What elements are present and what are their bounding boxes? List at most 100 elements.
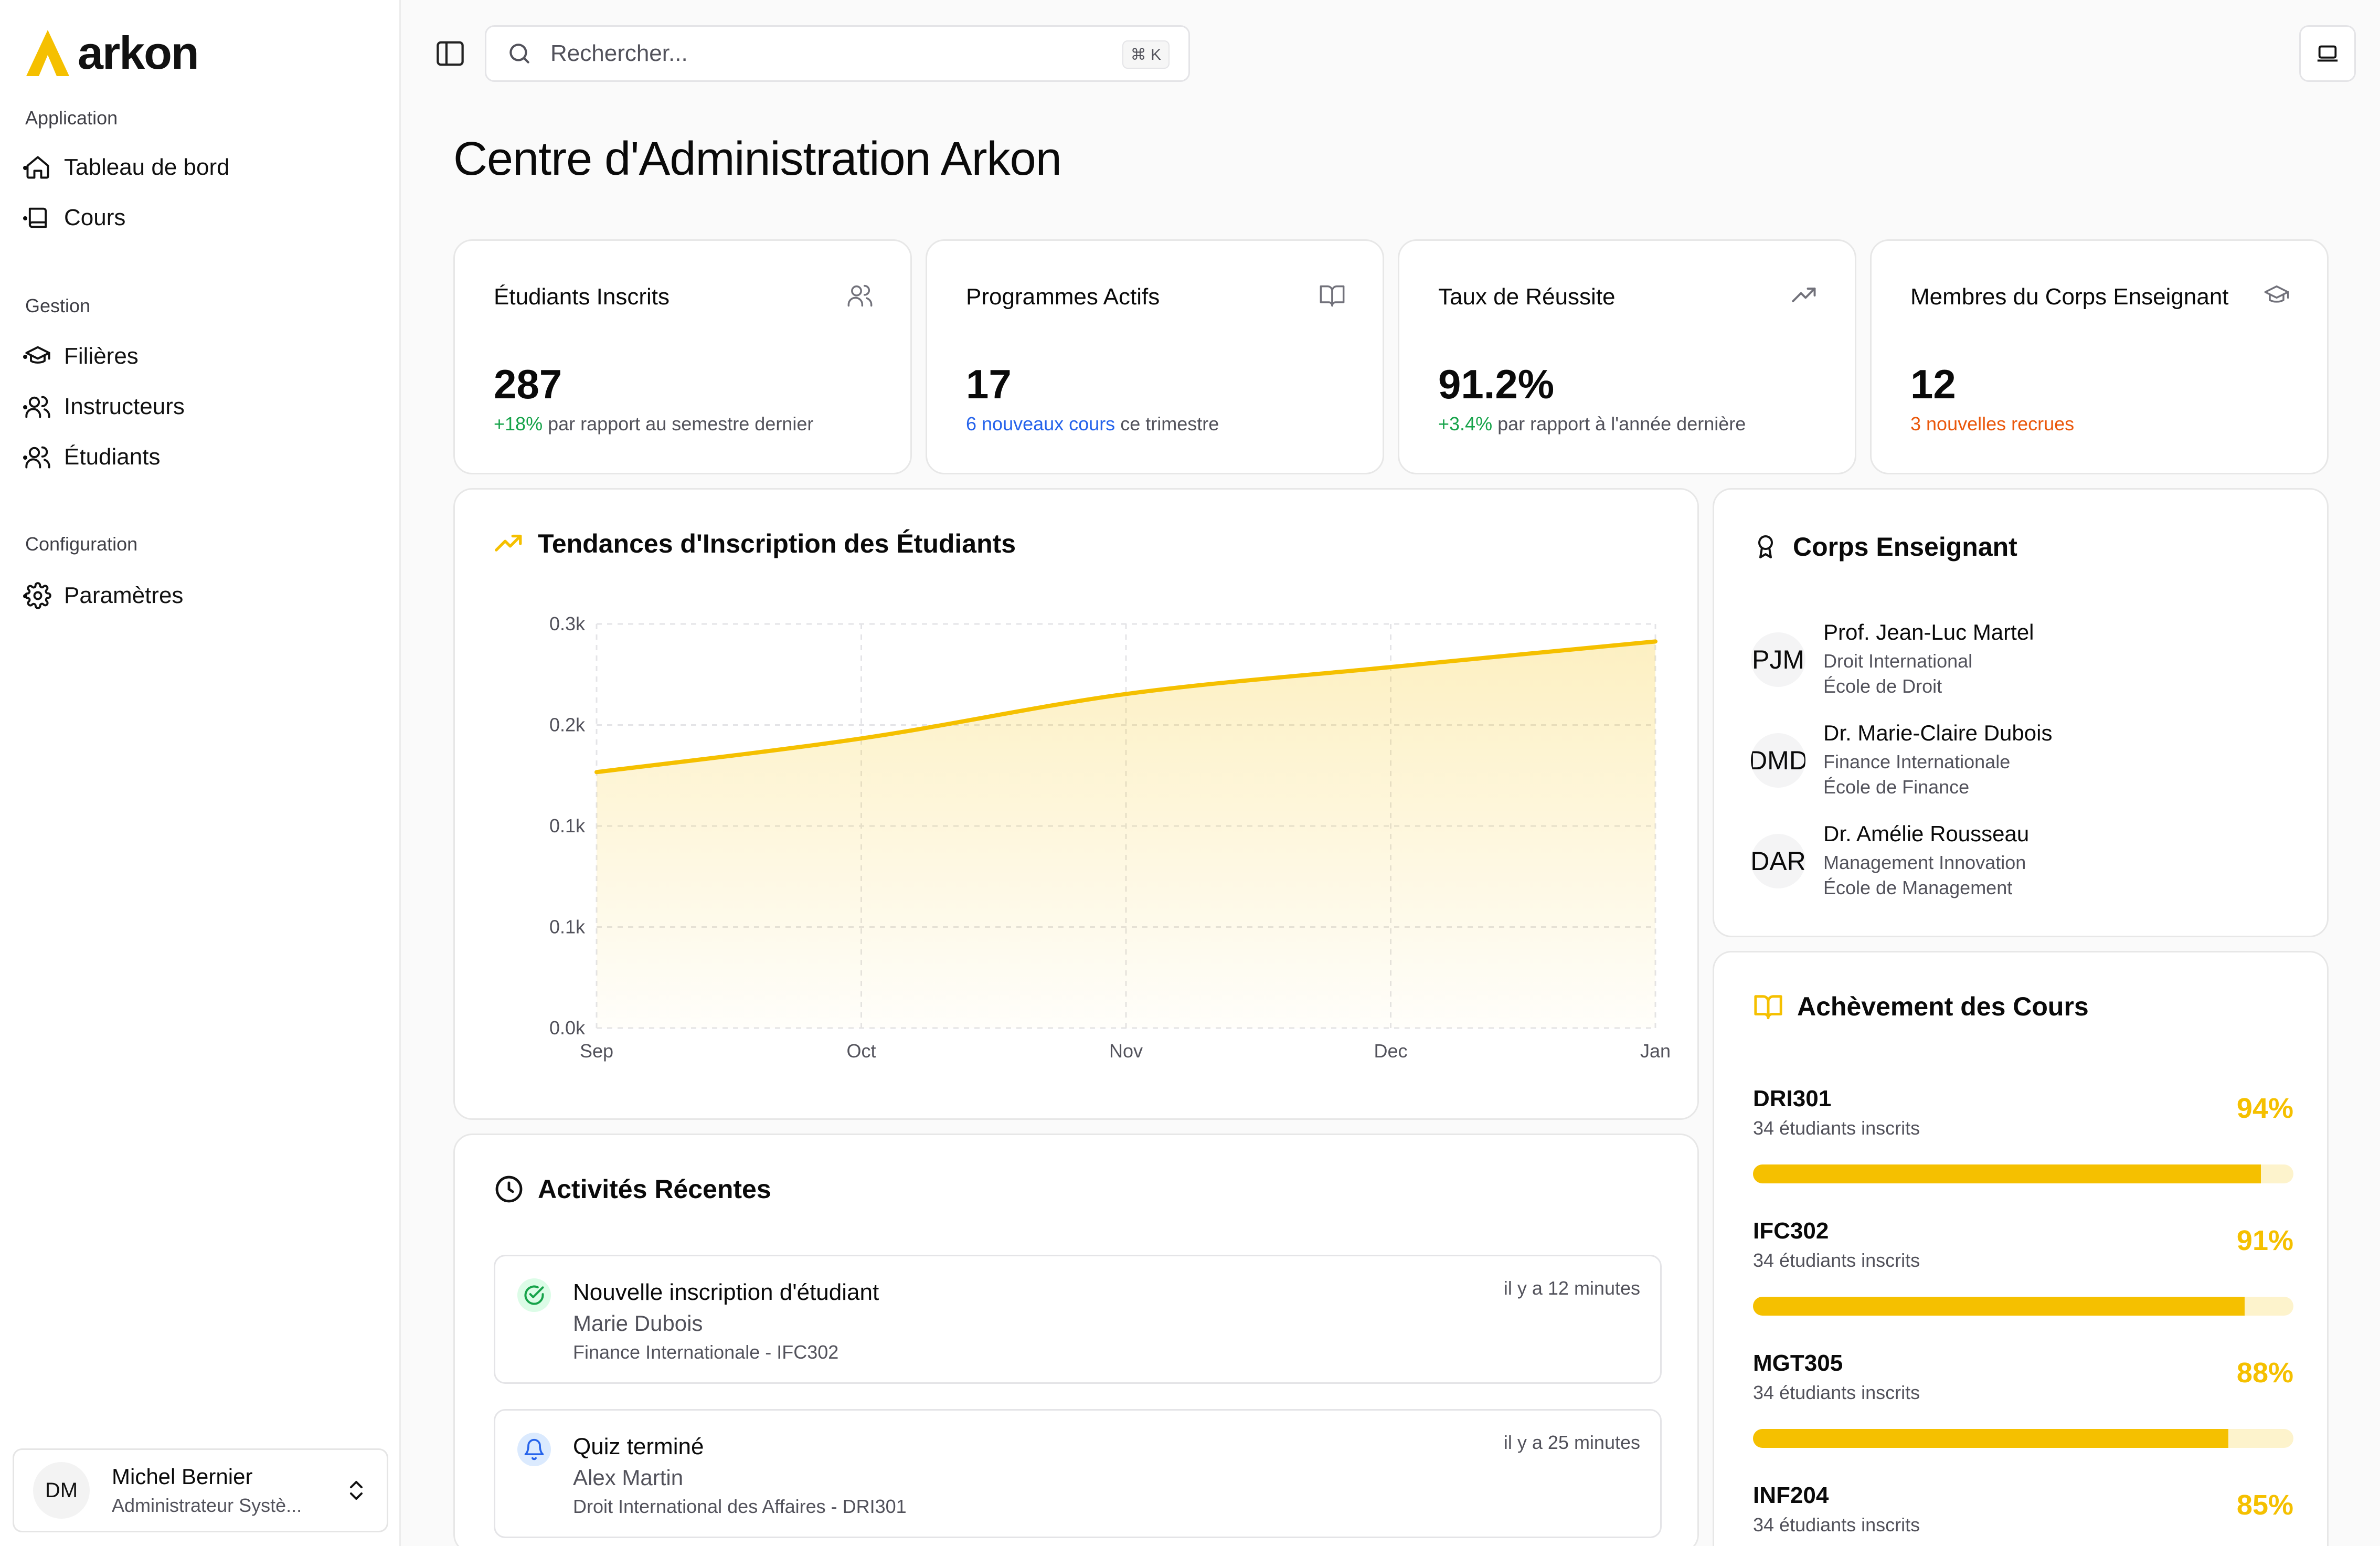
users-icon (25, 396, 50, 418)
course-percent: 88% (2236, 1357, 2293, 1389)
stat-subtitle: +18% par rapport au semestre dernier (494, 413, 813, 435)
stat-title: Membres du Corps Enseignant (1910, 284, 2229, 310)
search-shortcut-hint: ⌘ K (1122, 40, 1170, 69)
course-code: IFC302 (1753, 1218, 1829, 1244)
device-toggle-button[interactable] (2299, 25, 2356, 82)
course-enrollment: 34 étudiants inscrits (1753, 1514, 1920, 1536)
sidebar: arkon Application Tableau de bord Cours … (0, 0, 401, 1546)
laptop-icon (2317, 45, 2338, 62)
group-label-gestion: Gestion (25, 295, 91, 316)
y-tick-label: 0.1k (549, 916, 586, 938)
progress-bar (1753, 1297, 2293, 1316)
sidebar-item-etudiants[interactable]: Étudiants (23, 437, 381, 478)
stat-highlight: 6 nouveaux cours (966, 413, 1115, 435)
stat-value: 12 (1910, 361, 1956, 407)
course-completion-card: Achèvement des Cours DRI301 34 étudiants… (1713, 951, 2329, 1546)
avatar: DM (33, 1462, 90, 1519)
stat-title: Étudiants Inscrits (494, 284, 670, 310)
enrollment-trend-card: Tendances d'Inscription des Étudiants 0.… (453, 488, 1699, 1120)
sidebar-toggle-button[interactable] (434, 40, 466, 67)
panel-left-icon (437, 41, 464, 66)
sidebar-item-parametres[interactable]: Paramètres (23, 575, 381, 616)
course-progress-item[interactable]: DRI301 34 étudiants inscrits 94% (1753, 1086, 2293, 1191)
sidebar-item-label: Tableau de bord (64, 154, 230, 180)
sidebar-item-instructeurs[interactable]: Instructeurs (23, 386, 381, 427)
avatar: DAR (1751, 834, 1805, 888)
group-label-configuration: Configuration (25, 533, 138, 555)
sidebar-item-label: Étudiants (64, 444, 161, 470)
user-info: Michel Bernier Administrateur Systè... (112, 1464, 302, 1517)
faculty-member[interactable]: PJM Prof. Jean-Luc Martel Droit Internat… (1751, 620, 2328, 709)
card-title: Activités Récentes (538, 1174, 771, 1204)
sidebar-item-label: Instructeurs (64, 394, 185, 419)
card-title: Achèvement des Cours (1797, 992, 2089, 1021)
stat-rest: ce trimestre (1115, 413, 1219, 435)
stat-title: Programmes Actifs (966, 284, 1160, 310)
arkon-logo-icon (26, 30, 69, 76)
book-icon (28, 207, 47, 228)
search-input[interactable] (550, 40, 1075, 67)
course-progress-item[interactable]: IFC302 34 étudiants inscrits 91% (1753, 1218, 2293, 1323)
y-tick-label: 0.0k (549, 1017, 586, 1039)
enrollment-chart: 0.0k 0.1k 0.1k 0.2k 0.3k Sep Oct Nov Dec Jan (549, 613, 1671, 1062)
stat-highlight: +3.4% (1438, 413, 1493, 435)
faculty-department: Finance Internationale (1823, 751, 2011, 772)
bell-icon (524, 1438, 544, 1460)
brand-name: arkon (78, 27, 199, 79)
sidebar-item-courses[interactable]: Cours (23, 197, 381, 238)
active-marker (23, 355, 27, 359)
x-tick-label: Dec (1374, 1040, 1407, 1062)
active-marker (23, 594, 27, 598)
faculty-card: Corps Enseignant PJM Prof. Jean-Luc Mart… (1713, 488, 2329, 937)
progress-fill (1753, 1164, 2261, 1183)
activity-item[interactable]: Quiz terminé Alex Martin Droit Internati… (494, 1409, 1662, 1538)
group-label-application: Application (25, 107, 118, 129)
brand-logo[interactable]: arkon (24, 26, 199, 80)
x-tick-label: Sep (580, 1040, 613, 1062)
sidebar-item-filieres[interactable]: Filières (23, 336, 381, 377)
users-icon (847, 284, 873, 307)
faculty-member[interactable]: DMD Dr. Marie-Claire Dubois Finance Inte… (1751, 721, 2328, 810)
activity-icon (517, 1278, 551, 1312)
course-progress-item[interactable]: MGT305 34 étudiants inscrits 88% (1753, 1350, 2293, 1455)
user-role: Administrateur Systè... (112, 1495, 302, 1516)
stat-subtitle: 3 nouvelles recrues (1910, 413, 2074, 435)
card-title: Corps Enseignant (1793, 532, 2017, 562)
faculty-member[interactable]: DAR Dr. Amélie Rousseau Management Innov… (1751, 821, 2328, 910)
sidebar-item-dashboard[interactable]: Tableau de bord (23, 147, 381, 188)
users-icon (25, 446, 50, 469)
activity-detail: Finance Internationale - IFC302 (573, 1341, 839, 1363)
course-percent: 85% (2236, 1489, 2293, 1521)
avatar: PJM (1751, 632, 1805, 687)
activity-person: Marie Dubois (573, 1311, 703, 1336)
stat-value: 91.2% (1438, 361, 1555, 407)
progress-bar (1753, 1429, 2293, 1448)
gear-icon (24, 582, 51, 609)
recent-activity-card: Activités Récentes Nouvelle inscription … (453, 1134, 1699, 1546)
chevrons-up-down-icon (350, 1481, 363, 1500)
faculty-name: Dr. Amélie Rousseau (1823, 821, 2030, 846)
course-progress-item[interactable]: INF204 34 étudiants inscrits 85% (1753, 1483, 2293, 1546)
sidebar-item-label: Cours (64, 205, 126, 230)
stat-subtitle: 6 nouveaux cours ce trimestre (966, 413, 1219, 435)
search-bar[interactable]: ⌘ K (485, 25, 1190, 82)
stat-card-programs: Programmes Actifs 17 6 nouveaux cours ce… (926, 239, 1384, 474)
course-enrollment: 34 étudiants inscrits (1753, 1117, 1920, 1139)
active-marker (23, 405, 27, 409)
course-percent: 94% (2236, 1093, 2293, 1124)
card-header: Activités Récentes (494, 1174, 771, 1204)
activity-time: il y a 25 minutes (1503, 1432, 1640, 1453)
x-tick-label: Jan (1640, 1040, 1671, 1062)
progress-fill (1753, 1429, 2229, 1448)
page-title: Centre d'Administration Arkon (453, 133, 1062, 185)
course-enrollment: 34 étudiants inscrits (1753, 1382, 1920, 1403)
activity-item[interactable]: Nouvelle inscription d'étudiant Marie Du… (494, 1255, 1662, 1384)
user-menu[interactable]: DM Michel Bernier Administrateur Systè..… (13, 1448, 388, 1532)
faculty-department: Droit International (1823, 650, 1973, 672)
activity-person: Alex Martin (573, 1465, 684, 1490)
course-enrollment: 34 étudiants inscrits (1753, 1249, 1920, 1271)
card-header: Corps Enseignant (1753, 532, 2017, 562)
avatar: DMD (1751, 733, 1805, 788)
active-marker (23, 216, 27, 220)
check-circle-icon (524, 1285, 544, 1305)
